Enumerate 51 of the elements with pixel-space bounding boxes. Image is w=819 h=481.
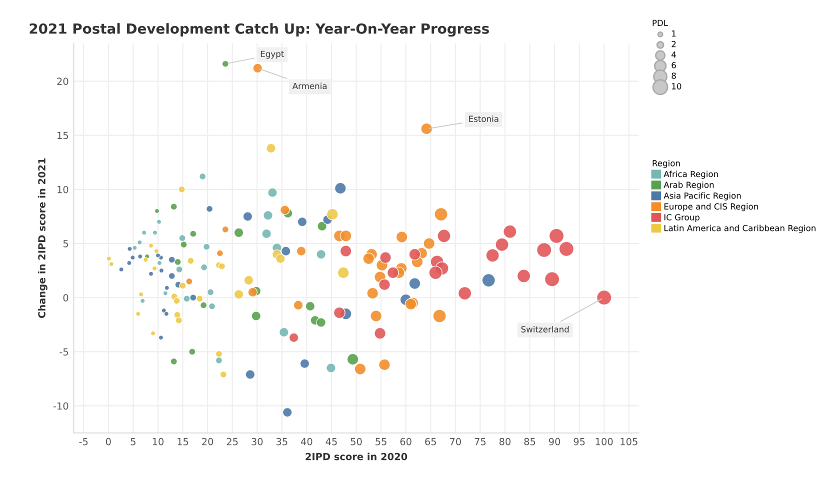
annotation: Armenia: [292, 82, 327, 90]
y-axis-title: Change in 2IPD score in 2021: [38, 158, 48, 318]
legend-label: 10: [672, 83, 682, 90]
x-tick-label: 15: [178, 438, 188, 446]
x-tick-label: 40: [300, 438, 312, 446]
x-tick-label: 80: [499, 438, 511, 446]
y-tick-label: 5: [63, 240, 68, 248]
chart-title: 2021 Postal Development Catch Up: Year-On-Year Progress: [30, 23, 489, 37]
legend-label: Asia Pacific Region: [664, 192, 741, 200]
annotation: Switzerland: [521, 326, 569, 332]
text: PDL: [652, 20, 668, 26]
legend-label: 6: [672, 62, 676, 68]
legend-label: 1: [672, 30, 676, 37]
x-tick-label: 70: [450, 438, 461, 446]
y-tick-label: -5: [60, 348, 68, 356]
x-tick-label: 10: [152, 438, 164, 446]
legend-label: IC Group: [664, 214, 700, 222]
legend-label: Europe and CIS Region: [664, 203, 758, 212]
legend-label: 4: [672, 52, 676, 58]
x-tick-label: 25: [226, 438, 238, 446]
legend-label: 8: [672, 72, 676, 79]
x-tick-label: 105: [620, 438, 638, 446]
y-tick-label: 15: [58, 132, 68, 140]
legend-label: Africa Region: [664, 170, 718, 179]
x-axis-title: 2IPD score in 2020: [306, 452, 408, 460]
x-tick-label: 75: [474, 438, 486, 446]
legend-title: Region: [652, 160, 680, 168]
x-tick-label: 55: [376, 438, 386, 446]
legend-label: Arab Region: [664, 182, 714, 190]
x-tick-label: 90: [548, 438, 560, 446]
x-tick-label: 85: [524, 438, 536, 446]
x-tick-label: 0: [106, 438, 111, 446]
x-tick-label: 95: [574, 438, 585, 446]
x-tick-label: 30: [252, 438, 263, 446]
y-tick-label: 20: [57, 78, 68, 85]
x-tick-label: 45: [326, 438, 337, 446]
y-tick-label: -10: [53, 402, 68, 410]
y-tick-label: 10: [58, 186, 68, 194]
legend-label: Latin America and Caribbean Region: [664, 224, 816, 233]
legend-label: 2: [672, 40, 676, 48]
x-tick-label: -5: [79, 438, 88, 446]
x-tick-label: 100: [596, 438, 613, 446]
annotation: Egypt: [260, 50, 284, 59]
x-tick-label: 20: [202, 438, 214, 446]
y-tick-label: 0: [63, 294, 68, 302]
x-tick-label: 35: [276, 438, 288, 446]
x-tick-label: 50: [350, 438, 362, 446]
x-tick-label: 5: [130, 438, 136, 446]
x-tick-label: 65: [425, 438, 436, 446]
annotation: Estonia: [469, 116, 498, 122]
x-tick-label: 60: [400, 438, 412, 446]
